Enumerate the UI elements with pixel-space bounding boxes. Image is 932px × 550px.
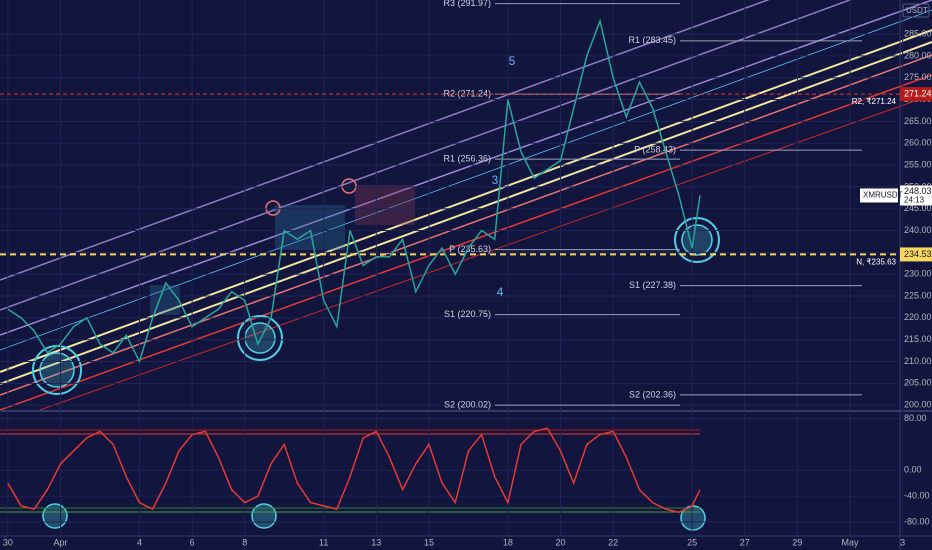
last-price: 248.03 — [904, 186, 932, 196]
n-tag — [900, 247, 932, 262]
y-tick-label: 220.00 — [904, 312, 932, 322]
y-tick-label: 280.00 — [904, 50, 932, 60]
pivot-label: R1 (283.45) — [628, 35, 676, 45]
y-tick-label: 215.00 — [904, 334, 932, 344]
osc-tick-label: 80.00 — [904, 413, 927, 423]
x-tick-label: 15 — [424, 537, 434, 547]
oscillator-line — [7, 427, 701, 514]
y-tick-label: 210.00 — [904, 356, 932, 366]
pivot-label: S1 (227.38) — [629, 280, 676, 290]
x-tick-label: 18 — [503, 537, 513, 547]
r2-tag — [900, 87, 932, 102]
y-tick-label: 260.00 — [904, 138, 932, 148]
currency-label: USDT — [906, 6, 928, 15]
x-tick-label: 4 — [137, 537, 142, 547]
x-tick-label: 27 — [740, 537, 750, 547]
x-tick-label: 25 — [687, 537, 697, 547]
x-tick-label: 30 — [3, 537, 13, 547]
wave-label: 5 — [509, 54, 516, 68]
wave-label: 4 — [497, 285, 504, 299]
countdown: 24:13 — [904, 196, 925, 205]
osc-tick-label: -80.00 — [904, 516, 930, 526]
price-line — [7, 18, 701, 364]
pivot-label: S1 (220.75) — [444, 309, 491, 319]
x-tick-label: 8 — [242, 537, 247, 547]
pivot-label: P (258.43) — [634, 144, 676, 154]
n-label: N, ₹235.63 — [856, 258, 896, 267]
pivot-label: P (235.63) — [449, 244, 491, 254]
x-tick-label: 13 — [371, 537, 381, 547]
last-tag — [900, 185, 932, 206]
pivot-label: S2 (202.36) — [629, 389, 676, 399]
x-tick-label: 29 — [792, 537, 802, 547]
x-tick-label: Apr — [54, 537, 68, 547]
y-tick-label: 240.00 — [904, 225, 932, 235]
x-tick-label: 3 — [900, 537, 905, 547]
y-tick-label: 255.00 — [904, 159, 932, 169]
wave-label: 3 — [492, 173, 499, 187]
x-tick-label: 20 — [556, 537, 566, 547]
x-tick-label: 11 — [319, 537, 328, 547]
symbol-tag — [860, 188, 898, 203]
y-tick-label: 275.00 — [904, 72, 932, 82]
r2-label: R2, ₹271.24 — [852, 97, 897, 106]
y-tick-label: 265.00 — [904, 116, 932, 126]
y-tick-label: 200.00 — [904, 400, 932, 410]
r2-tag-text: 271.24 — [904, 89, 932, 99]
pivot-label: S2 (200.02) — [444, 399, 491, 409]
x-tick-label: 22 — [608, 537, 618, 547]
y-tick-label: 225.00 — [904, 290, 932, 300]
currency-box — [902, 3, 930, 18]
pivot-label: R1 (256.36) — [443, 153, 491, 163]
pivot-label: R2 (271.24) — [443, 89, 491, 99]
osc-tick-label: -40.00 — [904, 491, 930, 501]
n-tag-text: 234.53 — [904, 249, 932, 259]
x-tick-label: May — [841, 537, 859, 547]
y-tick-label: 245.00 — [904, 203, 932, 213]
pivot-label: R3 (291.97) — [443, 0, 491, 8]
symbol-label: XMRUSDT — [863, 191, 903, 200]
y-tick-label: 230.00 — [904, 269, 932, 279]
x-tick-label: 6 — [190, 537, 195, 547]
osc-tick-label: 0.00 — [904, 465, 922, 475]
y-tick-label: 205.00 — [904, 378, 932, 388]
y-tick-label: 285.00 — [904, 28, 932, 38]
